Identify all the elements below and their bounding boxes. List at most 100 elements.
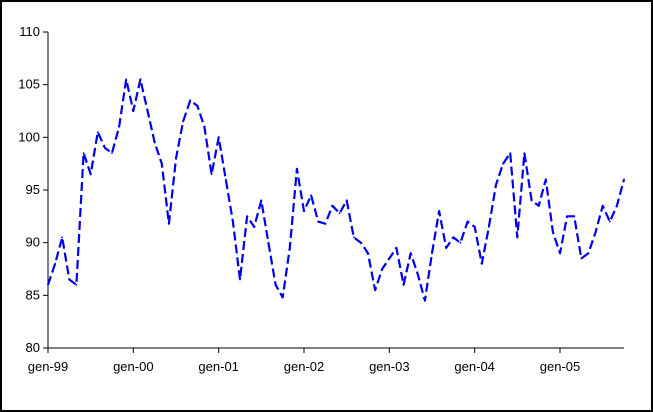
data-point xyxy=(573,215,576,218)
data-point xyxy=(523,152,526,155)
x-tick-label: gen-03 xyxy=(369,359,409,374)
data-point xyxy=(345,199,348,202)
data-point xyxy=(210,173,213,176)
data-point xyxy=(111,152,113,155)
data-point xyxy=(559,252,561,255)
data-point xyxy=(623,178,625,181)
data-point xyxy=(502,162,504,165)
data-point xyxy=(374,289,376,291)
data-point xyxy=(253,226,256,228)
data-point xyxy=(552,231,554,234)
data-point xyxy=(438,210,440,213)
data-point xyxy=(509,152,512,155)
data-point xyxy=(132,110,135,112)
y-tick-label: 90 xyxy=(26,235,40,250)
data-point xyxy=(360,241,362,244)
y-tick-label: 105 xyxy=(18,77,40,92)
data-point xyxy=(516,236,519,239)
data-point xyxy=(189,99,192,102)
y-tick-label: 85 xyxy=(26,287,40,302)
data-point xyxy=(466,220,469,223)
y-tick-label: 95 xyxy=(26,182,40,197)
data-point xyxy=(608,220,611,223)
data-point xyxy=(274,283,277,286)
y-axis-ticks: 80 85 90 95 100 105 110 xyxy=(18,24,48,355)
data-point xyxy=(303,210,305,213)
data-point xyxy=(75,283,78,286)
data-point xyxy=(232,220,234,223)
y-tick-label: 80 xyxy=(26,340,40,355)
data-point xyxy=(54,262,56,265)
data-point xyxy=(168,222,170,225)
data-point xyxy=(125,78,128,81)
series-points xyxy=(47,78,625,302)
y-tick-label: 110 xyxy=(19,24,40,39)
data-point xyxy=(395,247,398,249)
data-point xyxy=(473,226,476,228)
data-point xyxy=(146,110,149,112)
data-point xyxy=(324,222,327,225)
data-point xyxy=(594,231,597,234)
data-point xyxy=(452,236,455,239)
data-point xyxy=(203,125,206,128)
data-point xyxy=(104,147,106,149)
x-tick-label: gen-02 xyxy=(284,359,324,374)
x-tick-label: gen-04 xyxy=(454,359,494,374)
data-point xyxy=(310,194,312,197)
data-point xyxy=(445,247,448,249)
data-point xyxy=(580,257,583,260)
data-point xyxy=(367,252,369,255)
data-point xyxy=(424,299,426,302)
data-point xyxy=(296,168,298,170)
data-point xyxy=(352,236,355,239)
x-tick-label: gen-00 xyxy=(113,359,153,374)
data-point xyxy=(68,278,71,281)
data-point xyxy=(409,252,412,255)
data-point xyxy=(260,199,263,202)
data-point xyxy=(281,296,284,299)
data-point xyxy=(480,262,483,265)
data-point xyxy=(182,120,185,123)
y-tick-label: 100 xyxy=(18,129,40,144)
data-point xyxy=(239,278,241,281)
data-point xyxy=(153,141,156,144)
data-point xyxy=(616,204,618,207)
data-point xyxy=(96,131,99,134)
data-point xyxy=(601,204,604,207)
data-point xyxy=(338,212,341,215)
data-point xyxy=(537,204,540,207)
data-point xyxy=(175,157,177,160)
data-point xyxy=(267,241,270,244)
data-point xyxy=(331,204,334,207)
data-point xyxy=(388,257,391,260)
data-point xyxy=(139,78,142,81)
data-point xyxy=(196,104,199,107)
data-point xyxy=(459,241,462,244)
data-point xyxy=(530,199,533,202)
data-point xyxy=(160,162,163,165)
data-point xyxy=(118,125,120,128)
x-tick-label: gen-01 xyxy=(198,359,238,374)
data-point xyxy=(488,226,490,228)
data-point xyxy=(416,273,419,276)
data-point xyxy=(224,178,227,181)
data-point xyxy=(381,268,384,270)
data-point xyxy=(402,283,405,286)
data-point xyxy=(495,183,497,186)
data-point xyxy=(246,215,249,218)
data-point xyxy=(288,247,291,249)
x-tick-label: gen-99 xyxy=(28,359,68,374)
data-point xyxy=(82,152,85,155)
series-line xyxy=(46,78,626,302)
x-tick-label: gen-05 xyxy=(540,359,580,374)
x-axis-ticks: gen-99 gen-00 gen-01 gen-02 gen-03 gen-04 gen-… xyxy=(28,348,580,374)
data-point xyxy=(217,136,220,139)
data-point xyxy=(61,236,64,239)
data-point xyxy=(89,173,92,176)
data-point xyxy=(587,252,590,255)
data-point xyxy=(317,220,320,223)
data-point xyxy=(431,252,433,255)
data-point xyxy=(47,283,49,286)
